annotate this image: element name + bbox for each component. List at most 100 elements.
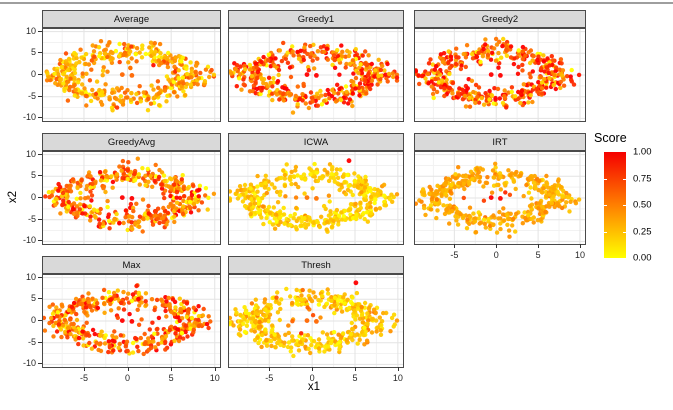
data-point [345, 48, 350, 54]
data-point [97, 170, 103, 175]
data-point [527, 71, 532, 76]
data-point [66, 308, 71, 313]
data-point [295, 173, 300, 178]
data-point [259, 182, 264, 188]
data-point [530, 69, 535, 74]
data-point [272, 336, 277, 342]
data-point [350, 295, 355, 300]
data-point [352, 63, 357, 68]
data-point [85, 332, 90, 337]
data-point [71, 201, 77, 206]
data-point [67, 87, 72, 93]
top-divider-rule [0, 2, 673, 4]
data-point [170, 297, 176, 302]
data-point [504, 48, 509, 53]
data-point [178, 306, 183, 312]
data-point [285, 50, 290, 55]
data-point [389, 315, 395, 321]
data-point [124, 339, 130, 344]
data-point [328, 340, 334, 346]
data-point [129, 220, 134, 225]
data-point [379, 322, 384, 328]
data-point [240, 192, 246, 197]
data-point [268, 303, 273, 308]
x-tick-mark [312, 367, 314, 371]
data-point [425, 71, 431, 76]
data-point [430, 62, 435, 67]
data-point [576, 72, 582, 78]
data-point [46, 75, 51, 80]
data-point [191, 327, 196, 332]
data-point [426, 61, 432, 66]
data-point [138, 335, 143, 341]
data-point [47, 304, 52, 309]
data-point [60, 190, 66, 196]
data-point [321, 98, 327, 104]
data-point [180, 75, 186, 80]
data-point [345, 187, 351, 193]
data-point [73, 337, 78, 342]
x-tick-label: 10 [392, 373, 403, 383]
data-point [156, 341, 161, 347]
data-point [300, 337, 306, 342]
data-point [322, 349, 327, 354]
data-point [496, 216, 501, 221]
data-point [171, 90, 177, 95]
facet-strip-thresh: Thresh [228, 256, 404, 274]
data-point [172, 58, 178, 64]
data-point [434, 215, 439, 221]
data-point [491, 175, 496, 180]
data-point [177, 318, 182, 323]
data-point [389, 192, 394, 197]
data-point [83, 305, 88, 310]
data-point [314, 170, 319, 175]
data-point [371, 307, 377, 312]
data-point [91, 49, 97, 54]
data-point [428, 207, 433, 212]
data-point [113, 48, 119, 54]
data-point [356, 70, 361, 75]
data-point [285, 60, 291, 65]
data-point [274, 295, 279, 300]
data-point [68, 331, 73, 337]
data-point [488, 57, 494, 62]
data-point [242, 187, 248, 192]
data-point [442, 182, 447, 187]
data-point [122, 41, 127, 47]
data-point [308, 350, 313, 356]
data-point [310, 58, 315, 63]
data-point [434, 197, 439, 202]
data-point [235, 188, 240, 193]
facet-title: Max [122, 259, 141, 271]
data-point [341, 174, 346, 179]
data-point [65, 335, 70, 340]
data-point [364, 210, 370, 215]
data-point [66, 56, 72, 62]
data-point [356, 85, 362, 91]
data-point [121, 220, 126, 226]
data-point [461, 181, 466, 187]
data-point [503, 190, 508, 195]
data-point [472, 219, 477, 224]
data-point [529, 177, 534, 182]
data-point [172, 338, 177, 343]
data-point [193, 69, 198, 74]
data-point [571, 82, 577, 87]
data-point [112, 293, 117, 299]
data-point [423, 76, 428, 81]
data-point [502, 88, 507, 93]
data-point [427, 191, 432, 196]
data-point [343, 65, 348, 70]
data-point [268, 211, 273, 216]
data-point [80, 82, 85, 87]
data-point [252, 329, 257, 334]
data-point [332, 295, 338, 300]
data-point [331, 53, 337, 58]
data-point [481, 46, 486, 52]
data-point [183, 329, 188, 335]
data-point [257, 319, 262, 325]
data-point [442, 86, 447, 91]
data-point [282, 340, 287, 345]
data-point [315, 91, 320, 96]
data-point [316, 337, 322, 342]
